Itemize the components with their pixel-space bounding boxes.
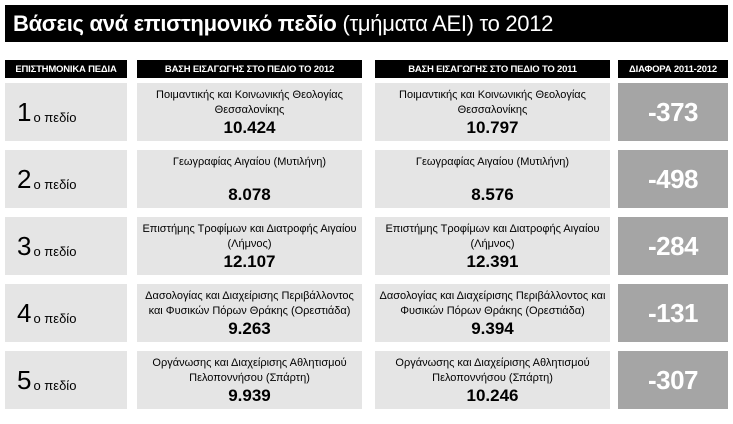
title-sub: (τμήματα ΑΕΙ) το 2012 [342, 10, 554, 36]
department-2011: Ποιμαντικής και Κοινωνικής Θεολογίας Θεσ… [399, 89, 586, 116]
title-main: Βάσεις ανά επιστημονικό πεδίο [13, 10, 337, 36]
base-2011-cell: Οργάνωσης και Διαχείρισης Αθλητισμού Πελ… [375, 351, 610, 409]
diff-cell: -284 [618, 217, 728, 275]
header-diff: ΔΙΑΦΟΡΑ 2011-2012 [618, 60, 728, 78]
department-2011: Γεωγραφίας Αιγαίου (Μυτιλήνη) [415, 156, 570, 168]
base-2012-cell: Γεωγραφίας Αιγαίου (Μυτιλήνη) 8.078 [137, 150, 362, 208]
department-2012: Ποιμαντικής και Κοινωνικής Θεολογίας Θεσ… [156, 89, 343, 116]
department-2011: Δασολογίας και Διαχείρισης Περιβάλλοντος… [379, 290, 606, 317]
diff-cell: -498 [618, 150, 728, 208]
header-field: ΕΠΙΣΤΗΜΟΝΙΚΑ ΠΕΔΙΑ [5, 60, 127, 78]
department-2012: Γεωγραφίας Αιγαίου (Μυτιλήνη) [172, 156, 327, 168]
score-2011: 10.246 [466, 386, 519, 405]
header-base-2012: ΒΑΣΗ ΕΙΣΑΓΩΓΗΣ ΣΤΟ ΠΕΔΙΟ ΤΟ 2012 [137, 60, 362, 78]
base-2012-cell: Δασολογίας και Διαχείρισης Περιβάλλοντος… [137, 284, 362, 342]
base-2011-cell: Επιστήμης Τροφίμων και Διατροφής Αιγαίου… [375, 217, 610, 275]
field-number: 5 [17, 365, 32, 395]
base-2011-cell: Γεωγραφίας Αιγαίου (Μυτιλήνη) 8.576 [375, 150, 610, 208]
score-2012: 8.078 [228, 185, 271, 204]
score-2012: 9.263 [228, 319, 271, 338]
diff-value: -498 [647, 163, 699, 194]
base-2012-cell: Ποιμαντικής και Κοινωνικής Θεολογίας Θεσ… [137, 83, 362, 141]
field-number: 4 [17, 298, 32, 328]
base-2011-cell: Δασολογίας και Διαχείρισης Περιβάλλοντος… [375, 284, 610, 342]
diff-cell: -373 [618, 83, 728, 141]
score-2012: 12.107 [223, 252, 276, 271]
score-2012: 9.939 [228, 386, 271, 405]
page-title: Βάσεις ανά επιστημονικό πεδίο (τμήματα Α… [5, 5, 728, 42]
score-2011: 10.797 [466, 118, 519, 137]
diff-cell: -307 [618, 351, 728, 409]
field-number: 2 [17, 164, 32, 194]
header-base-2011: ΒΑΣΗ ΕΙΣΑΓΩΓΗΣ ΣΤΟ ΠΕΔΙΟ ΤΟ 2011 [375, 60, 610, 78]
score-2011: 9.394 [471, 319, 514, 338]
diff-value: -373 [647, 96, 699, 127]
base-2011-cell: Ποιμαντικής και Κοινωνικής Θεολογίας Θεσ… [375, 83, 610, 141]
diff-cell: -131 [618, 284, 728, 342]
diff-value: -307 [647, 364, 699, 395]
department-2012: Δασολογίας και Διαχείρισης Περιβάλλοντος… [145, 290, 354, 317]
department-2012: Επιστήμης Τροφίμων και Διατροφής Αιγαίου… [142, 223, 357, 250]
base-2012-cell: Οργάνωσης και Διαχείρισης Αθλητισμού Πελ… [137, 351, 362, 409]
score-2012: 10.424 [223, 118, 276, 137]
field-suffix: ο πεδίο [33, 377, 77, 393]
diff-value: -131 [647, 297, 699, 328]
field-number: 1 [17, 97, 32, 127]
field-suffix: ο πεδίο [33, 109, 77, 125]
field-suffix: ο πεδίο [33, 243, 77, 259]
field-number: 3 [17, 231, 32, 261]
field-suffix: ο πεδίο [33, 176, 77, 192]
score-2011: 12.391 [466, 252, 519, 271]
field-suffix: ο πεδίο [33, 310, 77, 326]
score-2011: 8.576 [471, 185, 514, 204]
base-2012-cell: Επιστήμης Τροφίμων και Διατροφής Αιγαίου… [137, 217, 362, 275]
department-2011: Επιστήμης Τροφίμων και Διατροφής Αιγαίου… [385, 223, 600, 250]
diff-value: -284 [647, 230, 699, 261]
department-2011: Οργάνωσης και Διαχείρισης Αθλητισμού Πελ… [395, 357, 590, 384]
department-2012: Οργάνωσης και Διαχείρισης Αθλητισμού Πελ… [152, 357, 347, 384]
